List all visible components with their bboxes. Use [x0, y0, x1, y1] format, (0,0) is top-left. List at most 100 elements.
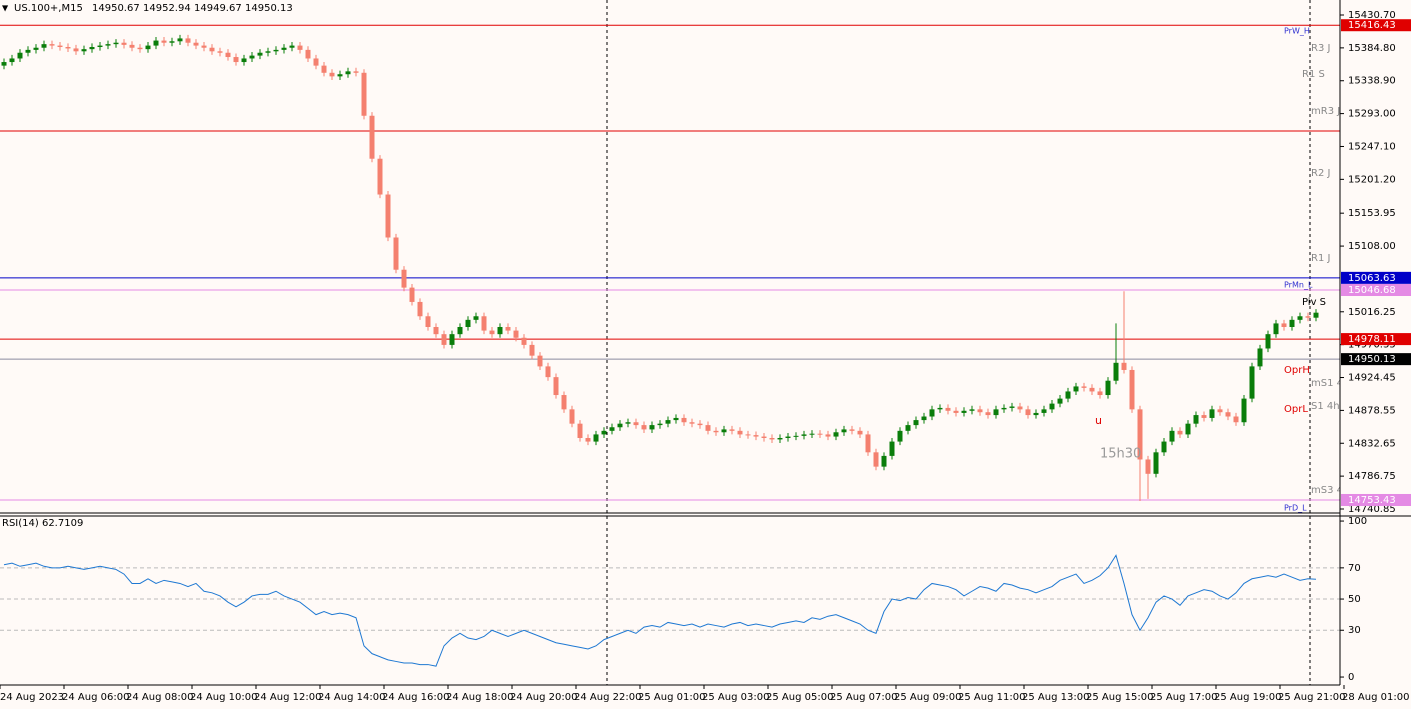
candle-body [385, 194, 391, 238]
x-tick-label: 25 Aug 15:00 [1086, 692, 1153, 703]
price-box [1341, 493, 1411, 506]
y-tick-label: 15016.25 [1348, 307, 1396, 318]
quote-value: 14950.67 [92, 3, 140, 14]
annotation: PrW_H [1284, 27, 1310, 36]
candle-body [65, 47, 71, 49]
candle-body [553, 377, 559, 396]
candle-body [289, 45, 295, 48]
axes: 14950.67 14952.94 14949.67 14950.1315430.70… [0, 3, 1411, 703]
candle-body [465, 319, 471, 328]
candle-body [105, 44, 111, 46]
annotation: S1 4h [1311, 401, 1340, 412]
candle-body [1289, 319, 1295, 328]
candle-body [913, 420, 919, 426]
candle-body [345, 71, 351, 75]
y-tick-label: 14740.85 [1348, 504, 1396, 515]
candle-body [129, 44, 135, 48]
candle-body [873, 452, 879, 467]
candle-body [1137, 409, 1143, 460]
candle-body [609, 427, 615, 431]
candle-body [337, 74, 343, 77]
candle-body [1313, 312, 1319, 318]
candle-body [817, 433, 823, 435]
candle-body [633, 422, 639, 426]
candle-body [161, 40, 167, 43]
candle-body [601, 430, 607, 435]
y-tick-label: 50 [1348, 594, 1361, 605]
x-tick-label: 25 Aug 07:00 [830, 692, 897, 703]
y-tick-label: 15201.20 [1348, 174, 1396, 185]
x-tick-label: 24 Aug 08:00 [126, 692, 193, 703]
candle-body [1225, 412, 1231, 417]
candle-body [249, 55, 255, 59]
x-tick-label: 24 Aug 22:00 [574, 692, 641, 703]
candle-body [1, 62, 7, 66]
annotation: R2 J [1311, 168, 1330, 179]
candle-body [1121, 362, 1127, 370]
candle-body [1249, 366, 1255, 399]
candle-body [585, 437, 591, 442]
candle-body [809, 433, 815, 435]
candle-body [1161, 441, 1167, 453]
candle-body [785, 436, 791, 438]
y-tick-label: 15293.00 [1348, 109, 1396, 120]
candle-body [841, 429, 847, 433]
candle-body [1257, 348, 1263, 367]
candle-body [401, 269, 407, 288]
candle-body [1065, 391, 1071, 399]
rsi-line [3, 554, 1317, 667]
candle-body [953, 410, 959, 413]
candle-body [537, 355, 543, 367]
quote-value: 14952.94 [143, 3, 191, 14]
price-box-label: 14753.43 [1348, 495, 1396, 506]
candle-body [681, 417, 687, 423]
candle-body [737, 430, 743, 435]
candle-body [433, 327, 439, 335]
y-tick-label: 15153.95 [1348, 208, 1396, 219]
y-tick-label: 14924.45 [1348, 373, 1396, 384]
x-tick-label: 25 Aug 03:00 [702, 692, 769, 703]
candle-body [297, 45, 303, 50]
annotation: PrMn_L [1284, 281, 1313, 290]
candle-body [281, 47, 287, 50]
candle-body [649, 425, 655, 430]
candle-body [233, 57, 239, 63]
candle-body [417, 301, 423, 317]
candle-body [57, 45, 63, 48]
candle-body [657, 423, 663, 426]
y-tick-label: 30 [1348, 625, 1361, 636]
candle-body [1209, 409, 1215, 418]
candle-body [1265, 334, 1271, 349]
candle-body [505, 327, 511, 331]
x-tick-label: 24 Aug 20:00 [510, 692, 577, 703]
y-tick-label: 15384.80 [1348, 43, 1396, 54]
symbol: US.100+,M15 [14, 3, 83, 14]
candle-body [1177, 430, 1183, 435]
candle-body [937, 407, 943, 410]
candle-body [1113, 362, 1119, 381]
price-box [1341, 353, 1411, 366]
candle-body [617, 423, 623, 428]
candle-body [1273, 323, 1279, 335]
candle-body [1281, 323, 1287, 328]
x-tick-label: 24 Aug 12:00 [254, 692, 321, 703]
y-tick-label: 15338.90 [1348, 76, 1396, 87]
price-box-label: 15046.68 [1348, 285, 1396, 296]
candle-body [481, 316, 487, 331]
candle-body [217, 51, 223, 53]
candle-body [1129, 369, 1135, 410]
price-box-label: 14978.11 [1348, 334, 1396, 345]
candle-body [1241, 398, 1247, 423]
x-tick-label: 25 Aug 21:00 [1278, 692, 1345, 703]
candle-body [393, 237, 399, 270]
candle-body [369, 115, 375, 159]
candle-body [321, 65, 327, 73]
candle-body [769, 437, 775, 440]
candle-body [577, 423, 583, 438]
candle-body [761, 436, 767, 438]
candle-body [1049, 403, 1055, 410]
annotation: Piv S [1302, 297, 1326, 308]
